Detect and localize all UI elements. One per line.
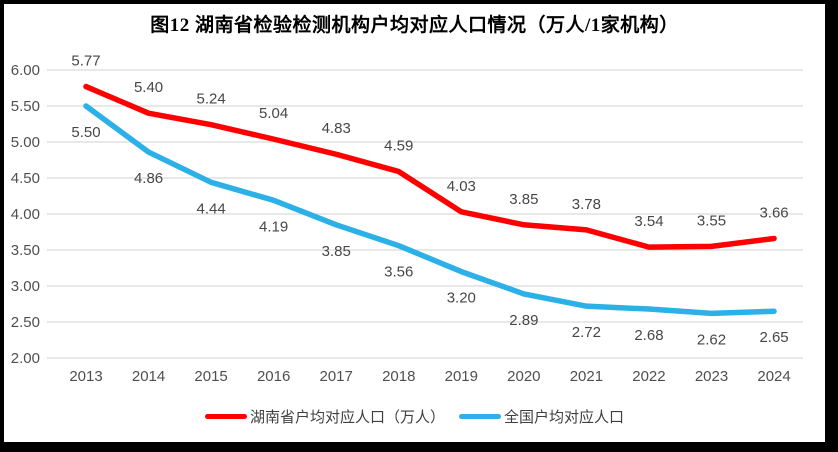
- red-line-swatch-icon: [204, 414, 247, 419]
- svg-text:3.50: 3.50: [11, 242, 40, 259]
- svg-text:4.00: 4.00: [11, 206, 40, 223]
- svg-text:2020: 2020: [507, 368, 540, 385]
- svg-text:2014: 2014: [132, 368, 165, 385]
- svg-text:4.03: 4.03: [447, 178, 476, 195]
- chart-title: 图12 湖南省检验检测机构户均对应人口情况（万人/1家机构）: [150, 15, 679, 36]
- legend-label-national: 全国户均对应人口: [504, 409, 625, 426]
- svg-text:2.72: 2.72: [572, 324, 601, 341]
- svg-text:5.00: 5.00: [11, 134, 40, 151]
- svg-text:2.50: 2.50: [11, 314, 40, 331]
- line-chart: 6.00 5.50 5.00 4.50 4.00 3.50 3.00 2.50 2.00 2013…: [11, 53, 803, 385]
- svg-text:2.65: 2.65: [759, 329, 788, 346]
- chart-legend: 湖南省户均对应人口（万人） 全国户均对应人口: [4, 406, 825, 427]
- svg-text:5.50: 5.50: [71, 124, 100, 141]
- svg-text:2.62: 2.62: [697, 331, 726, 348]
- legend-item-hunan: 湖南省户均对应人口（万人）: [204, 406, 445, 427]
- svg-text:2021: 2021: [570, 368, 603, 385]
- svg-text:3.85: 3.85: [322, 243, 351, 260]
- svg-text:5.77: 5.77: [71, 53, 100, 70]
- svg-text:3.55: 3.55: [697, 212, 726, 229]
- svg-text:2.68: 2.68: [634, 327, 663, 344]
- svg-text:2019: 2019: [445, 368, 478, 385]
- svg-text:2023: 2023: [695, 368, 728, 385]
- svg-text:3.56: 3.56: [384, 264, 413, 281]
- svg-text:4.59: 4.59: [384, 138, 413, 155]
- svg-text:3.78: 3.78: [572, 196, 601, 213]
- svg-text:3.66: 3.66: [759, 204, 788, 221]
- svg-text:6.00: 6.00: [11, 62, 40, 79]
- svg-text:2024: 2024: [757, 368, 790, 385]
- svg-text:4.19: 4.19: [259, 218, 288, 235]
- svg-text:5.04: 5.04: [259, 105, 288, 122]
- svg-text:4.44: 4.44: [196, 200, 225, 217]
- legend-label-hunan: 湖南省户均对应人口（万人）: [249, 409, 445, 426]
- svg-text:5.24: 5.24: [196, 91, 225, 108]
- svg-text:3.54: 3.54: [634, 213, 663, 230]
- svg-text:2017: 2017: [320, 368, 353, 385]
- svg-text:3.85: 3.85: [509, 191, 538, 208]
- svg-text:2.89: 2.89: [509, 312, 538, 329]
- svg-text:2.00: 2.00: [11, 350, 40, 367]
- blue-line-swatch-icon: [459, 414, 501, 419]
- svg-text:4.86: 4.86: [134, 170, 163, 187]
- svg-text:2018: 2018: [382, 368, 415, 385]
- svg-text:4.50: 4.50: [11, 170, 40, 187]
- svg-text:3.20: 3.20: [447, 290, 476, 307]
- svg-text:2016: 2016: [257, 368, 290, 385]
- svg-text:4.83: 4.83: [322, 120, 351, 137]
- svg-text:3.00: 3.00: [11, 278, 40, 295]
- svg-text:5.40: 5.40: [134, 79, 163, 96]
- svg-text:2015: 2015: [194, 368, 227, 385]
- legend-item-national: 全国户均对应人口: [459, 406, 624, 427]
- svg-text:2013: 2013: [69, 368, 102, 385]
- svg-text:5.50: 5.50: [11, 98, 40, 115]
- svg-text:2022: 2022: [632, 368, 665, 385]
